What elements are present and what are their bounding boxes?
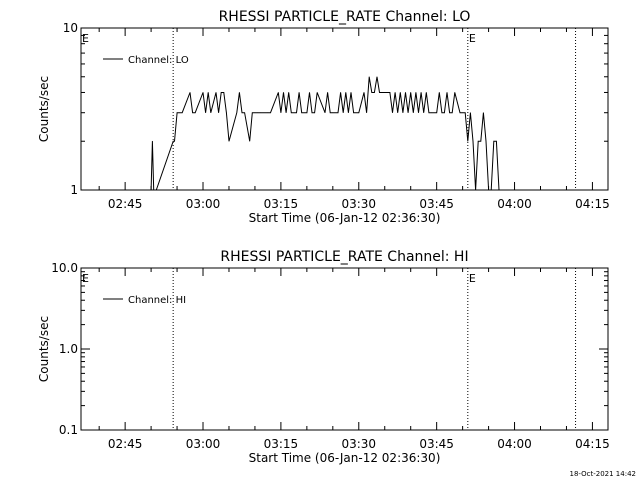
- y-tick-label: 1: [70, 183, 78, 197]
- plot-frame: [80, 27, 609, 191]
- x-tick-label: 04:00: [497, 437, 532, 451]
- y-tick-label: 1.0: [59, 342, 78, 356]
- legend-label: Channel: LO: [128, 55, 189, 66]
- x-tick-label: 04:15: [575, 197, 610, 211]
- x-tick-label: 03:30: [341, 197, 376, 211]
- lo-channel-panel: RHESSI PARTICLE_RATE Channel: LO 02:45 03:…: [37, 9, 610, 225]
- x-tick-label: 04:00: [497, 197, 532, 211]
- event-marker-label: E: [469, 272, 476, 285]
- y-axis-label: Counts/sec: [37, 316, 51, 382]
- chart-title: RHESSI PARTICLE_RATE Channel: HI: [220, 249, 468, 265]
- x-tick-label: 03:45: [419, 437, 454, 451]
- event-marker-label: E: [82, 32, 89, 45]
- x-axis-label: Start Time (06-Jan-12 02:36:30): [249, 451, 441, 465]
- hi-channel-panel: RHESSI PARTICLE_RATE Channel: HI 02:45 03:…: [37, 249, 610, 465]
- plot-frame: [80, 267, 609, 431]
- y-tick-label: 0.1: [59, 423, 78, 437]
- legend-label: Channel: HI: [128, 295, 186, 306]
- x-tick-label: 03:45: [419, 197, 454, 211]
- x-tick-label: 03:15: [264, 437, 299, 451]
- footer-date: 18-Oct-2021 14:42: [570, 470, 636, 478]
- chart-title: RHESSI PARTICLE_RATE Channel: LO: [219, 9, 471, 25]
- y-tick-label: 10: [63, 21, 78, 35]
- y-tick-label: 10.0: [51, 261, 78, 275]
- x-tick-label: 04:15: [575, 437, 610, 451]
- x-tick-label: 03:15: [264, 197, 299, 211]
- event-marker-label: E: [82, 272, 89, 285]
- series-line: [150, 76, 500, 191]
- x-tick-label: 03:00: [186, 437, 221, 451]
- x-axis-label: Start Time (06-Jan-12 02:36:30): [249, 211, 441, 225]
- x-tick-label: 03:00: [186, 197, 221, 211]
- x-tick-label: 02:45: [108, 437, 143, 451]
- x-tick-label: 02:45: [108, 197, 143, 211]
- y-axis-label: Counts/sec: [37, 76, 51, 142]
- x-tick-label: 03:30: [341, 437, 376, 451]
- event-marker-label: E: [469, 32, 476, 45]
